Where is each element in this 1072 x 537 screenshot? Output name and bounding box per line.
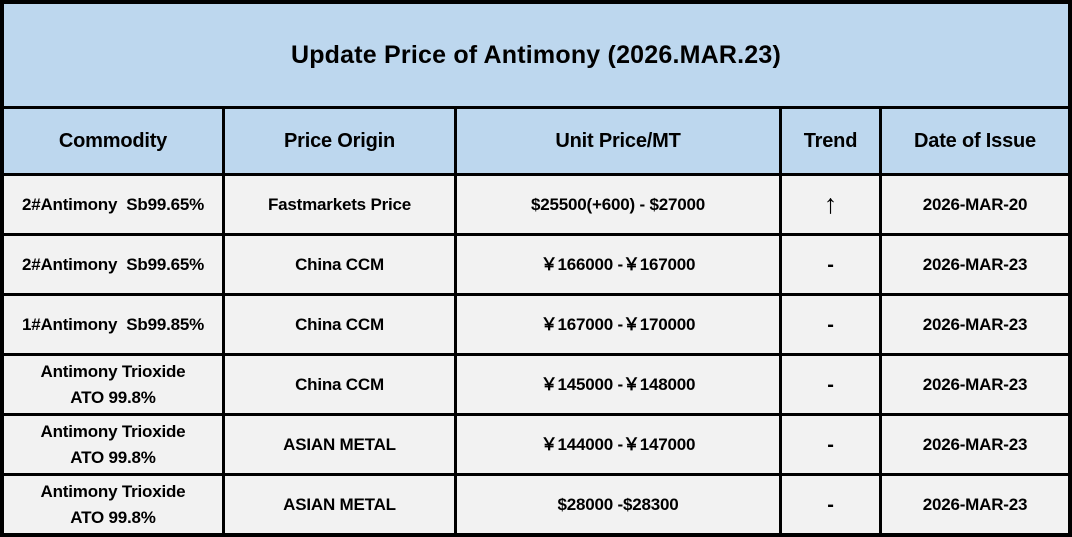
page-title: Update Price of Antimony (2026.MAR.23) <box>4 4 1068 106</box>
commodity-cell: 2#Antimony Sb99.65% <box>4 236 222 293</box>
price-origin-cell: ASIAN METAL <box>225 416 454 473</box>
unit-price-cell: ￥144000 -￥147000 <box>457 416 779 473</box>
header-date-of-issue: Date of Issue <box>882 109 1068 173</box>
price-origin-cell: China CCM <box>225 296 454 353</box>
date-of-issue-cell: 2026-MAR-23 <box>882 416 1068 473</box>
header-price-origin: Price Origin <box>225 109 454 173</box>
commodity-cell: Antimony Trioxide ATO 99.8% <box>4 416 222 473</box>
date-of-issue-cell: 2026-MAR-23 <box>882 236 1068 293</box>
date-of-issue-cell: 2026-MAR-23 <box>882 356 1068 413</box>
unit-price-cell: ￥145000 -￥148000 <box>457 356 779 413</box>
header-commodity: Commodity <box>4 109 222 173</box>
trend-cell: - <box>782 476 879 533</box>
trend-cell: - <box>782 236 879 293</box>
trend-up-arrow-icon: ↑ <box>823 189 838 219</box>
date-of-issue-cell: 2026-MAR-23 <box>882 296 1068 353</box>
date-of-issue-cell: 2026-MAR-23 <box>882 476 1068 533</box>
price-origin-cell: ASIAN METAL <box>225 476 454 533</box>
trend-cell: - <box>782 296 879 353</box>
price-origin-cell: China CCM <box>225 236 454 293</box>
date-of-issue-cell: 2026-MAR-20 <box>882 176 1068 233</box>
trend-cell: - <box>782 416 879 473</box>
commodity-cell: Antimony Trioxide ATO 99.8% <box>4 356 222 413</box>
commodity-cell: 2#Antimony Sb99.65% <box>4 176 222 233</box>
trend-cell: ↑ <box>782 176 879 233</box>
price-origin-cell: Fastmarkets Price <box>225 176 454 233</box>
unit-price-cell: $25500(+600) - $27000 <box>457 176 779 233</box>
commodity-cell: Antimony Trioxide ATO 99.8% <box>4 476 222 533</box>
unit-price-cell: ￥166000 -￥167000 <box>457 236 779 293</box>
trend-cell: - <box>782 356 879 413</box>
header-trend: Trend <box>782 109 879 173</box>
unit-price-cell: ￥167000 -￥170000 <box>457 296 779 353</box>
price-origin-cell: China CCM <box>225 356 454 413</box>
unit-price-cell: $28000 -$28300 <box>457 476 779 533</box>
commodity-cell: 1#Antimony Sb99.85% <box>4 296 222 353</box>
header-unit-price: Unit Price/MT <box>457 109 779 173</box>
